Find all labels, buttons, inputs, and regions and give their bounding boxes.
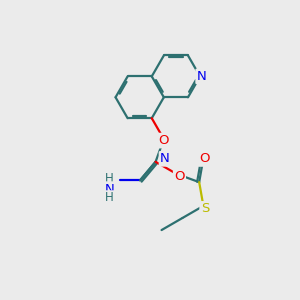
Text: O: O (199, 152, 209, 166)
Text: N: N (104, 183, 114, 196)
Text: O: O (159, 134, 169, 147)
Text: H: H (105, 172, 114, 185)
Text: O: O (174, 170, 185, 183)
Text: N: N (160, 152, 170, 165)
Text: S: S (201, 202, 209, 215)
Text: N: N (197, 70, 206, 83)
Text: H: H (105, 191, 114, 205)
